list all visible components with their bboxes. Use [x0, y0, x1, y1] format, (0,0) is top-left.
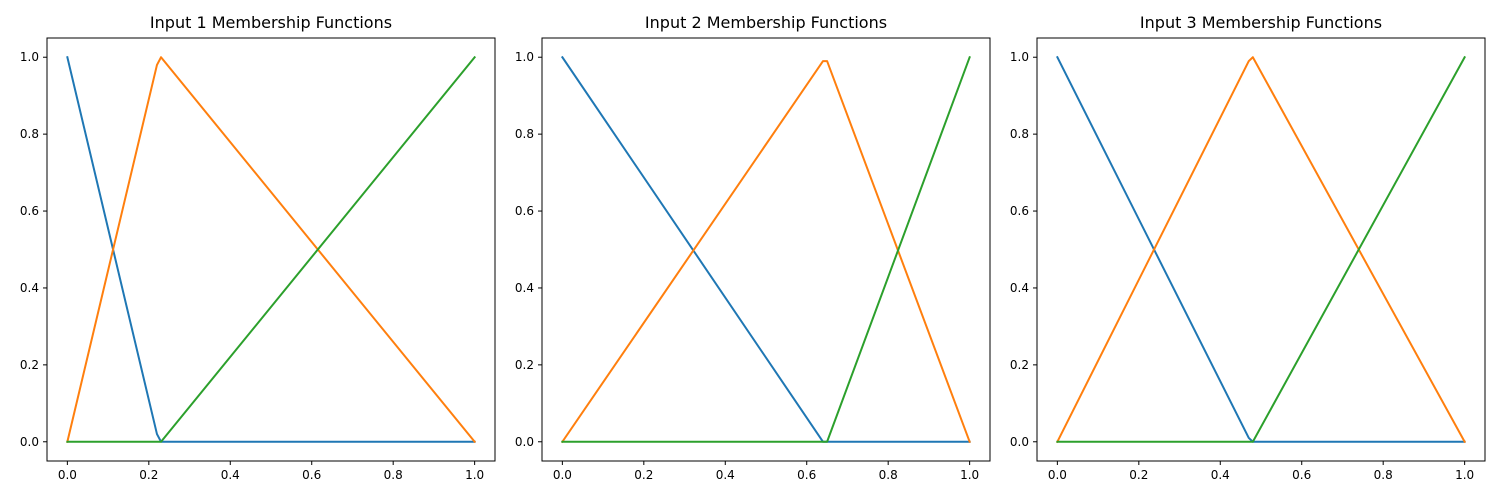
subplot-3-x-tick-label: 1.0: [1455, 468, 1474, 482]
subplot-3-y-tick-label: 0.0: [1010, 435, 1029, 449]
subplot-3-y-tick-label: 0.6: [1010, 204, 1029, 218]
subplot-2-y-tick-label: 0.4: [515, 281, 534, 295]
subplot-3-y-tick-label: 0.8: [1010, 127, 1029, 141]
subplot-3-x-tick-label: 0.2: [1129, 468, 1148, 482]
subplot-2-y-tick-label: 0.6: [515, 204, 534, 218]
subplot-2-y-tick-label: 0.0: [515, 435, 534, 449]
subplot-3-x-tick-label: 0.6: [1292, 468, 1311, 482]
subplot-1-series-1-line: [66, 56, 476, 443]
subplot-3-y-tick-label: 0.4: [1010, 281, 1029, 295]
subplot-2-y-tick-label: 1.0: [515, 50, 534, 64]
subplot-2-x-tick-label: 0.8: [879, 468, 898, 482]
subplot-1-title: Input 1 Membership Functions: [150, 13, 392, 32]
subplot-3-y-tick-label: 1.0: [1010, 50, 1029, 64]
subplot-1-x-tick-label: 1.0: [465, 468, 484, 482]
subplot-3-x-tick-label: 0.4: [1211, 468, 1230, 482]
subplot-2-axes-frame: [541, 37, 991, 462]
subplot-3-title: Input 3 Membership Functions: [1140, 13, 1382, 32]
subplot-3-x-axis: 0.0 0.2 0.4 0.6 0.8 1.0: [1048, 461, 1474, 482]
subplot-3-y-tick-label: 0.2: [1010, 358, 1029, 372]
subplot-3: Input 3 Membership Functions 0.0 0.2 0.4 0.…: [1010, 13, 1486, 482]
subplot-2: Input 2 Membership Functions 0.0 0.2 0.4 0.…: [515, 13, 991, 482]
subplot-1-x-tick-label: 0.8: [384, 468, 403, 482]
subplot-1-y-axis: 0.0 0.2 0.4 0.6 0.8 1.0: [20, 50, 47, 449]
subplot-2-title: Input 2 Membership Functions: [645, 13, 887, 32]
subplot-3-x-tick-label: 0.0: [1048, 468, 1067, 482]
subplot-1-x-axis: 0.0 0.2 0.4 0.6 0.8 1.0: [58, 461, 484, 482]
subplot-1-x-tick-label: 0.4: [221, 468, 240, 482]
subplot-2-x-tick-label: 1.0: [960, 468, 979, 482]
subplot-3-y-axis: 0.0 0.2 0.4 0.6 0.8 1.0: [1010, 50, 1037, 449]
subplot-2-y-axis: 0.0 0.2 0.4 0.6 0.8 1.0: [515, 50, 542, 449]
subplot-2-y-tick-label: 0.2: [515, 358, 534, 372]
subplot-2-x-tick-label: 0.6: [797, 468, 816, 482]
subplot-1-series-3-line: [66, 55, 477, 443]
subplot-2-x-tick-label: 0.0: [553, 468, 572, 482]
subplot-1-y-tick-label: 0.4: [20, 281, 39, 295]
subplot-1-series: [66, 55, 477, 444]
subplot-2-x-axis: 0.0 0.2 0.4 0.6 0.8 1.0: [553, 461, 979, 482]
subplot-3-series: [1056, 55, 1466, 444]
subplot-2-x-tick-label: 0.4: [716, 468, 735, 482]
subplot-3-series-3-line: [1056, 55, 1466, 443]
subplot-1-y-tick-label: 0.6: [20, 204, 39, 218]
subplot-3-x-tick-label: 0.8: [1374, 468, 1393, 482]
subplot-2-series-3-line: [561, 55, 971, 443]
subplot-1-x-tick-label: 0.2: [139, 468, 158, 482]
subplot-2-x-tick-label: 0.2: [634, 468, 653, 482]
subplot-1-axes-frame: [46, 37, 496, 462]
subplot-1-y-tick-label: 0.2: [20, 358, 39, 372]
subplot-1: Input 1 Membership Functions 0.0 0.2 0.4 0.…: [20, 13, 496, 482]
subplot-1-y-tick-label: 0.8: [20, 127, 39, 141]
subplot-3-series-1-line: [1056, 55, 1466, 443]
subplot-1-x-tick-label: 0.0: [58, 468, 77, 482]
subplot-1-y-tick-label: 0.0: [20, 435, 39, 449]
subplot-2-series: [560, 55, 971, 444]
subplot-1-x-tick-label: 0.6: [302, 468, 321, 482]
subplot-3-axes-frame: [1036, 37, 1486, 462]
subplot-1-y-tick-label: 1.0: [20, 50, 39, 64]
subplot-2-y-tick-label: 0.8: [515, 127, 534, 141]
